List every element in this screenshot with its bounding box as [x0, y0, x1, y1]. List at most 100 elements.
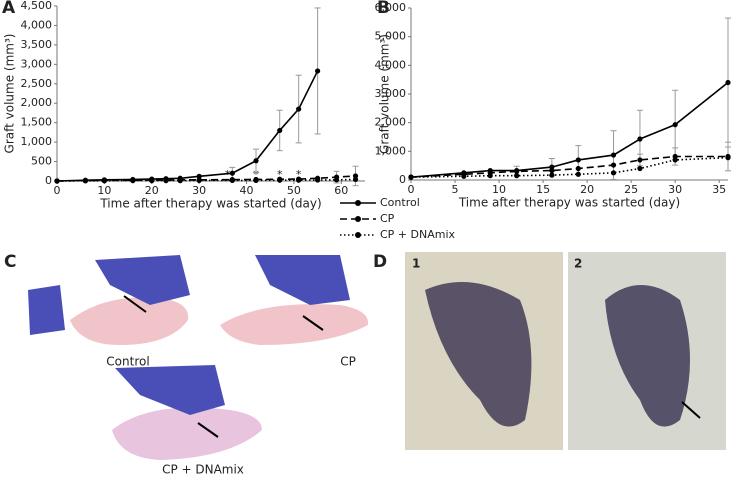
point — [149, 178, 155, 184]
y-tick-label: 6,000 — [375, 1, 407, 14]
point — [408, 174, 414, 180]
labels: C D Control CP CP + DNAmix 1 2 — [4, 252, 582, 477]
point — [54, 178, 60, 184]
mouse — [220, 304, 369, 345]
point — [672, 157, 678, 163]
point — [130, 178, 136, 184]
point — [637, 136, 643, 142]
point — [163, 178, 169, 184]
x-tick-label: 25 — [624, 183, 638, 196]
point — [101, 178, 107, 184]
significance: * — [225, 168, 231, 181]
photo-label: 1 — [412, 257, 420, 271]
y-tick-label: 3,500 — [21, 38, 53, 51]
mouse — [605, 285, 690, 427]
y-tick-label: 1,000 — [375, 144, 407, 157]
point — [610, 170, 617, 176]
x-tick-label: 60 — [334, 184, 348, 197]
point — [637, 157, 643, 163]
x-tick-label: 10 — [97, 184, 111, 197]
point — [229, 170, 235, 176]
point — [229, 177, 235, 184]
point — [575, 171, 581, 177]
caption: CP + DNAmix — [162, 463, 244, 477]
point — [610, 152, 617, 158]
caption: CP — [340, 355, 356, 369]
arrows — [123, 295, 701, 438]
panel-label: C — [4, 252, 16, 272]
series-line — [410, 155, 728, 178]
point — [333, 177, 340, 183]
legend-label: CP — [380, 212, 395, 225]
significance: * — [277, 168, 283, 181]
point — [610, 162, 617, 168]
glove — [28, 285, 65, 335]
series-line — [56, 70, 319, 182]
x-tick-label: 15 — [536, 183, 550, 196]
significance: * — [253, 168, 259, 181]
y-tick-label: 4,000 — [375, 58, 407, 71]
point — [487, 173, 493, 179]
x-tick-label: 35 — [712, 183, 726, 196]
y-tick-label: 1,500 — [21, 116, 53, 129]
caption: Control — [106, 355, 149, 369]
significance: * — [296, 168, 302, 181]
mouse — [112, 407, 262, 460]
x-tick-label: 20 — [145, 184, 159, 197]
point — [315, 68, 321, 74]
point — [575, 157, 581, 163]
y-axis-title: Graft volume (mm³) — [3, 34, 17, 154]
y-tick-label: 4,500 — [21, 0, 53, 12]
x-axis-title: Time after therapy was started (day) — [458, 196, 680, 210]
legend-marker — [355, 232, 361, 238]
y-tick-label: 3,000 — [21, 57, 53, 70]
point — [296, 106, 302, 112]
legend-label: CP + DNAmix — [380, 228, 456, 241]
photo-label: 2 — [574, 257, 582, 271]
series-line — [410, 81, 729, 178]
x-tick-label: 10 — [492, 183, 506, 196]
y-tick-label: 0 — [45, 174, 52, 187]
y-tick-label: 2,000 — [21, 96, 53, 109]
point — [196, 177, 202, 184]
point — [253, 177, 259, 184]
glove — [255, 255, 350, 305]
point — [277, 127, 283, 134]
x-tick-label: 30 — [192, 184, 206, 197]
y-axis-title: Graft volume (mm³) — [378, 34, 392, 154]
point — [725, 79, 731, 86]
glove — [95, 255, 190, 305]
legend-label: Control — [380, 196, 420, 209]
panel-label: A — [2, 0, 16, 18]
panel-label: D — [373, 252, 387, 272]
point — [461, 173, 467, 179]
series-line — [56, 178, 356, 182]
mouse — [70, 297, 189, 345]
mouse — [425, 282, 532, 427]
y-tick-label: 500 — [31, 155, 52, 168]
point — [672, 122, 678, 128]
point — [549, 167, 555, 174]
y-tick-label: 1,000 — [21, 135, 53, 148]
point — [315, 177, 321, 183]
point — [82, 178, 89, 184]
point — [277, 177, 283, 183]
x-tick-label: 0 — [54, 184, 61, 197]
legend-marker — [355, 200, 361, 206]
y-tick-label: 3,000 — [375, 87, 407, 100]
point — [253, 158, 259, 164]
x-axis-title: Time after therapy was started (day) — [99, 197, 321, 211]
point — [637, 165, 643, 172]
point — [352, 176, 359, 183]
point — [296, 177, 302, 183]
x-tick-label: 40 — [240, 184, 254, 197]
legend-marker — [355, 216, 361, 222]
y-tick-label: 2,000 — [375, 116, 407, 129]
y-tick-label: 2,500 — [21, 77, 53, 90]
x-tick-label: 0 — [408, 183, 415, 196]
x-tick-label: 50 — [287, 184, 301, 197]
x-tick-label: 20 — [580, 183, 594, 196]
point — [177, 178, 183, 184]
point — [575, 165, 581, 172]
